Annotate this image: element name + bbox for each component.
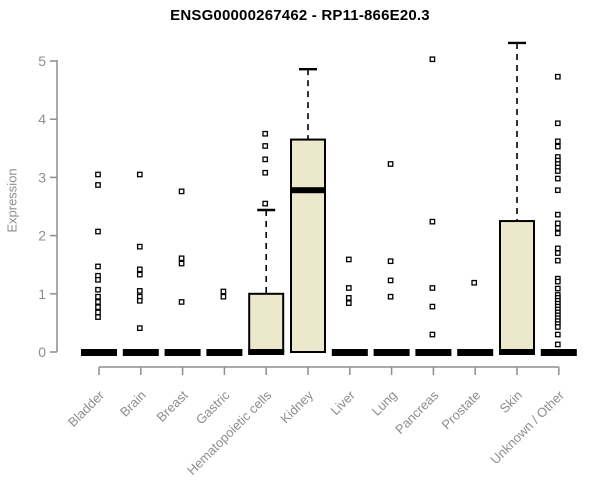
- x-tick-label: Pancreas: [392, 387, 442, 437]
- x-tick-label: Breast: [154, 387, 191, 424]
- outlier-point: [554, 220, 561, 227]
- box: [248, 292, 285, 353]
- outlier-point: [136, 271, 143, 278]
- outlier-point: [136, 171, 143, 178]
- collapsed-box-bar: [331, 349, 368, 356]
- x-tick-label: Kidney: [277, 387, 316, 426]
- outlier-point: [554, 250, 561, 256]
- outlier-point: [262, 156, 269, 163]
- outlier-point: [345, 300, 352, 306]
- outlier-point: [95, 299, 101, 305]
- outlier-point: [95, 228, 101, 235]
- outlier-point: [387, 293, 394, 300]
- x-tick-label: Lung: [369, 388, 400, 419]
- x-tick-label: Bladder: [65, 387, 108, 430]
- median-line: [499, 349, 535, 355]
- outlier-point: [554, 168, 561, 174]
- chart-title: ENSG00000267462 - RP11-866E20.3: [170, 7, 430, 24]
- outlier-point: [345, 256, 352, 263]
- outlier-point: [554, 341, 561, 348]
- outlier-point: [136, 297, 143, 304]
- outlier-point: [95, 314, 101, 320]
- outlier-point: [554, 245, 561, 252]
- outlier-point: [554, 138, 561, 145]
- outlier-point: [387, 277, 394, 284]
- y-tick-label: 4: [38, 111, 46, 127]
- outlier-point: [554, 211, 561, 218]
- outlier-point: [178, 260, 185, 267]
- collapsed-box-bar: [122, 349, 159, 356]
- outlier-point: [95, 293, 101, 300]
- y-tick-label: 5: [38, 53, 46, 69]
- x-tick-label: Brain: [117, 388, 149, 420]
- outlier-point: [136, 288, 143, 294]
- outlier-point: [95, 182, 101, 188]
- outlier-point: [136, 243, 143, 250]
- outlier-point: [95, 304, 101, 311]
- collapsed-box-bar: [164, 349, 201, 356]
- y-tick-label: 0: [38, 344, 46, 360]
- outlier-point: [220, 288, 227, 295]
- outlier-point: [429, 303, 436, 310]
- outlier-point: [554, 285, 561, 292]
- outlier-point: [95, 286, 101, 293]
- outlier-point: [554, 225, 561, 231]
- outlier-point: [95, 276, 101, 283]
- y-tick-label: 3: [38, 169, 46, 185]
- outlier-point: [554, 120, 561, 127]
- x-tick-label: Skin: [497, 388, 525, 416]
- outlier-point: [471, 279, 478, 286]
- outlier-point: [262, 130, 269, 137]
- collapsed-box-bar: [540, 349, 577, 356]
- outlier-point: [554, 187, 561, 194]
- outlier-point: [136, 325, 143, 331]
- outlier-point: [95, 171, 101, 178]
- x-tick-label: Prostate: [438, 388, 483, 433]
- outlier-point: [262, 169, 269, 176]
- median-line: [290, 187, 326, 194]
- median-line: [248, 349, 285, 355]
- collapsed-box-bar: [206, 349, 243, 356]
- collapsed-box-bar: [415, 349, 452, 356]
- outlier-point: [262, 143, 269, 149]
- outlier-point: [554, 278, 561, 285]
- outlier-point: [95, 263, 101, 270]
- outlier-point: [387, 161, 394, 167]
- outlier-point: [345, 285, 352, 291]
- outlier-point: [554, 230, 561, 237]
- outlier-point: [262, 200, 269, 207]
- outlier-point: [554, 257, 561, 264]
- collapsed-box-bar: [373, 349, 410, 356]
- outlier-point: [178, 299, 185, 305]
- outlier-point: [429, 56, 436, 63]
- outlier-point: [387, 258, 394, 265]
- y-tick-label: 2: [38, 228, 46, 244]
- outlier-point: [345, 295, 352, 301]
- outlier-point: [220, 293, 227, 300]
- y-tick-label: 1: [38, 286, 46, 302]
- outlier-point: [136, 266, 143, 273]
- outlier-point: [554, 175, 561, 182]
- outlier-point: [95, 309, 101, 316]
- outlier-point: [429, 331, 436, 338]
- collapsed-box-bar: [81, 349, 117, 356]
- collapsed-box-bar: [457, 349, 494, 356]
- x-tick-label: Unknown / Other: [487, 387, 567, 467]
- outlier-point: [554, 143, 561, 150]
- box: [290, 138, 326, 353]
- outlier-point: [554, 331, 561, 338]
- x-tick-label: Gastric: [193, 387, 233, 427]
- outlier-point: [554, 324, 561, 330]
- outlier-point: [429, 218, 436, 225]
- outlier-point: [178, 255, 185, 262]
- outlier-point: [429, 285, 436, 291]
- x-tick-label: Liver: [327, 387, 358, 418]
- box: [499, 220, 535, 353]
- outlier-point: [554, 73, 561, 80]
- outlier-point: [178, 188, 185, 195]
